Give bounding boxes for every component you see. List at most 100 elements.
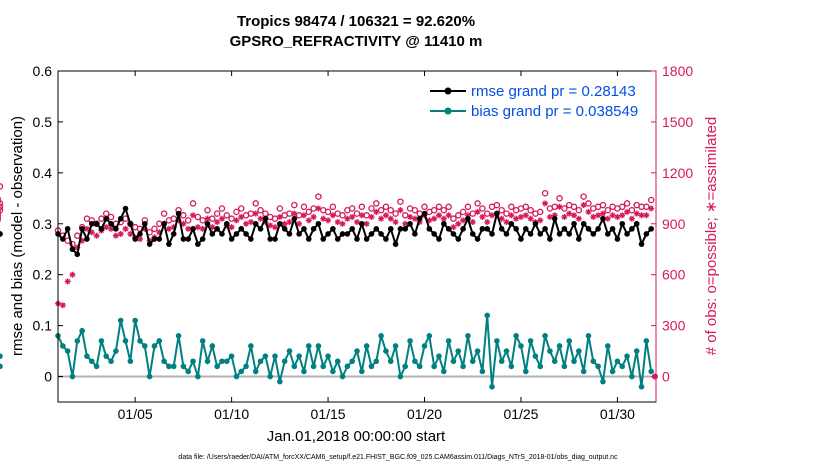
- rmse-point: [262, 215, 269, 222]
- obs-possible-point: [541, 189, 549, 197]
- rmse-point: [339, 231, 346, 237]
- rmse-point: [122, 205, 129, 212]
- obs-assimilated-point: [435, 212, 442, 219]
- obs-assimilated-point: [392, 219, 399, 226]
- rmse-point: [522, 226, 529, 232]
- obs-assimilated-point: [127, 230, 134, 237]
- rmse-point: [305, 236, 312, 242]
- rmse-point: [60, 236, 66, 242]
- bias-point: [127, 358, 134, 365]
- plot-area: [0, 183, 658, 390]
- obs-assimilated-point: [136, 236, 143, 243]
- rmse-point: [286, 231, 293, 237]
- rmse-point: [484, 226, 491, 232]
- obs-assimilated-point: [575, 215, 582, 222]
- rmse-point: [175, 210, 182, 217]
- obs-assimilated-point: [643, 212, 650, 219]
- rmse-point: [508, 220, 515, 227]
- obs-assimilated-point: [599, 210, 606, 217]
- bias-point: [137, 338, 143, 344]
- rmse-point: [590, 231, 597, 237]
- rmse-point: [228, 236, 235, 242]
- bias-point: [629, 373, 635, 380]
- obs-assimilated-point: [633, 210, 640, 217]
- rmse-point: [334, 236, 341, 242]
- x-tick-label: 01/25: [503, 406, 538, 422]
- bias-point: [527, 338, 534, 344]
- bias-point: [223, 358, 230, 365]
- obs-assimilated-point: [325, 217, 332, 224]
- rmse-point: [180, 236, 187, 242]
- bias-point: [397, 373, 404, 380]
- rmse-point: [527, 231, 534, 237]
- obs-assimilated-point: [537, 217, 544, 224]
- rmse-point: [330, 226, 336, 232]
- rmse-point: [479, 226, 486, 232]
- y-tick-label-right: 600: [662, 267, 686, 283]
- y-tick-label-right: 1200: [662, 165, 693, 181]
- rmse-point: [185, 236, 192, 242]
- legend-label-rmse: rmse grand pr = 0.28143: [471, 83, 636, 100]
- rmse-point: [74, 251, 81, 258]
- rmse-point: [436, 236, 442, 242]
- obs-assimilated-point: [368, 213, 375, 220]
- obs-possible-point: [0, 200, 4, 207]
- y-tick-label-left: 0.5: [33, 114, 53, 130]
- obs-assimilated-point: [387, 215, 394, 222]
- obs-possible-point: [599, 201, 607, 209]
- bias-point: [238, 368, 245, 375]
- rmse-point: [513, 226, 519, 232]
- obs-assimilated-point: [624, 208, 631, 215]
- obs-assimilated-point: [407, 213, 414, 220]
- bias-point: [643, 338, 650, 344]
- obs-possible-point: [493, 201, 501, 209]
- rmse-point: [402, 226, 409, 232]
- obs-possible-point: [353, 210, 361, 217]
- obs-assimilated-point: [228, 224, 235, 231]
- obs-possible-point: [358, 203, 366, 211]
- x-tick-label: 01/30: [600, 406, 635, 422]
- bias-line: [57, 315, 653, 387]
- bias-point: [373, 358, 380, 365]
- rmse-point: [542, 226, 548, 232]
- obs-possible-point: [561, 205, 568, 212]
- obs-possible-point: [300, 203, 308, 211]
- obs-assimilated-point: [522, 212, 529, 219]
- y-tick-label-left: 0.3: [33, 216, 53, 232]
- obs-possible-point: [348, 205, 356, 212]
- rmse-point: [503, 231, 510, 237]
- obs-possible-point: [315, 193, 322, 200]
- rmse-point: [151, 236, 158, 242]
- bias-point: [522, 368, 529, 375]
- rmse-point: [79, 226, 85, 232]
- obs-assimilated-point: [276, 213, 283, 220]
- obs-possible-point: [377, 206, 385, 214]
- rmse-point: [363, 236, 370, 242]
- obs-possible-point: [435, 203, 443, 211]
- obs-assimilated-point: [590, 213, 597, 220]
- bias-point: [344, 363, 351, 370]
- obs-assimilated-point: [546, 213, 553, 220]
- rmse-point: [161, 220, 167, 227]
- obs-assimilated-point: [218, 215, 225, 222]
- obs-possible-point: [276, 205, 284, 212]
- legend-marker-rmse: [444, 87, 452, 95]
- bias-point: [585, 333, 592, 339]
- obs-possible-point: [450, 215, 457, 222]
- obs-assimilated-point: [556, 203, 563, 210]
- rmse-point: [532, 220, 539, 227]
- obs-possible-point: [618, 203, 626, 211]
- x-tick-label: 01/15: [311, 406, 346, 422]
- rmse-point: [354, 236, 360, 242]
- rmse-point: [426, 226, 433, 232]
- obs-assimilated-point: [527, 215, 534, 222]
- obs-assimilated-point: [614, 213, 621, 220]
- rmse-point: [315, 220, 322, 227]
- obs-assimilated-point: [445, 212, 452, 219]
- bias-point: [310, 363, 317, 370]
- obs-possible-point: [580, 193, 587, 200]
- obs-assimilated-point: [103, 224, 110, 231]
- rmse-point: [619, 220, 626, 227]
- rmse-point: [301, 226, 307, 232]
